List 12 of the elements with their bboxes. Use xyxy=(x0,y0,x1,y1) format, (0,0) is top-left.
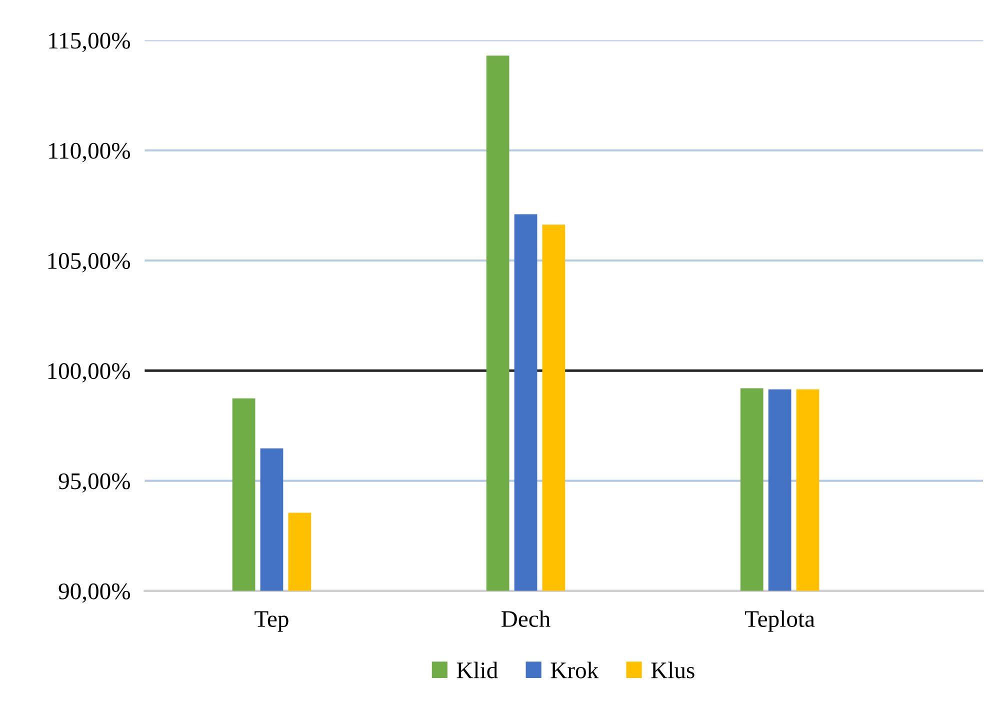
legend-label: Krok xyxy=(550,662,599,678)
y-tick-label: 110,00% xyxy=(49,142,130,162)
legend-label: Klus xyxy=(651,662,694,678)
y-tick-label: 90,00% xyxy=(58,583,130,603)
y-tick-label: 100,00% xyxy=(48,363,130,382)
y-tick-label: 115,00% xyxy=(49,32,130,52)
x-tick-label: Dech xyxy=(502,610,550,627)
x-tick-label: Tep xyxy=(254,611,288,632)
y-tick-label: 95,00% xyxy=(58,473,130,493)
legend-label: Klid xyxy=(456,662,498,678)
x-tick-label: Teplota xyxy=(745,610,815,632)
y-tick-label: 105,00% xyxy=(48,253,130,272)
